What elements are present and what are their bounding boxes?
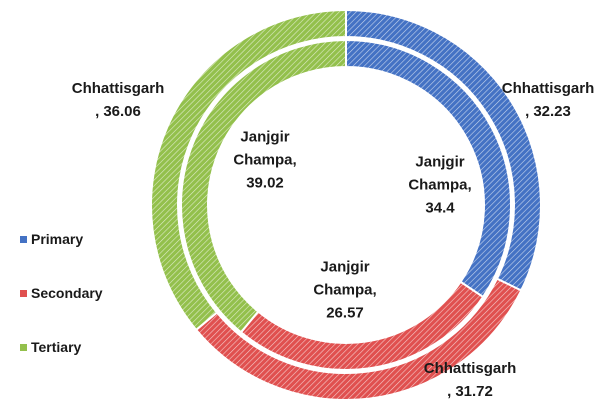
data-label: Chhattisgarh, 32.23 — [483, 77, 613, 123]
label-separator: , — [467, 176, 472, 194]
legend-label: Secondary — [31, 285, 103, 301]
donut-segment — [180, 38, 347, 334]
label-value: 32.23 — [533, 103, 571, 120]
legend-label: Tertiary — [31, 339, 82, 355]
label-separator: , — [95, 103, 100, 120]
data-label: Janjgir Champa, 34.4 — [395, 151, 485, 220]
label-value: 39.02 — [246, 174, 284, 192]
label-value: 36.06 — [103, 103, 141, 120]
label-name: Chhattisgarh — [423, 360, 517, 377]
legend-swatch — [20, 343, 27, 351]
label-name: Chhattisgarh — [71, 80, 165, 97]
label-separator: , — [292, 151, 297, 169]
data-label: Janjgir Champa, 39.02 — [220, 126, 310, 195]
label-separator: , — [372, 281, 377, 299]
donut-segment — [150, 8, 347, 332]
label-separator: , — [447, 383, 452, 400]
data-label: Chhattisgarh, 36.06 — [53, 77, 183, 123]
data-label: Janjgir Champa, 26.57 — [300, 256, 390, 325]
label-name: Chhattisgarh — [501, 80, 595, 97]
legend-label: Primary — [31, 231, 84, 247]
label-name: Janjgir Champa — [408, 153, 468, 194]
legend-swatch — [20, 289, 27, 297]
label-name: Janjgir Champa — [313, 258, 373, 299]
label-value: 31.72 — [455, 383, 493, 400]
legend-item: Tertiary — [20, 339, 81, 355]
label-value: 26.57 — [326, 304, 364, 322]
legend-swatch — [20, 235, 27, 243]
label-value: 34.4 — [425, 199, 455, 217]
label-name: Janjgir Champa — [233, 128, 293, 169]
legend-item: Secondary — [20, 285, 103, 301]
legend-item: Primary — [20, 231, 83, 247]
data-label: Chhattisgarh, 31.72 — [405, 357, 535, 403]
label-separator: , — [525, 103, 530, 120]
